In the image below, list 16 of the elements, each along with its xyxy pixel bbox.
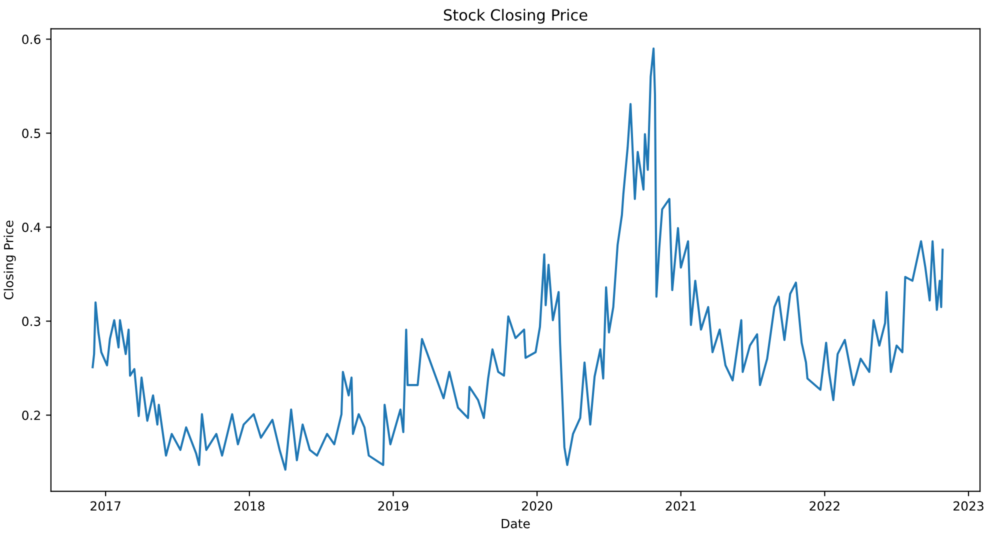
- y-tick-label: 0.5: [22, 128, 40, 138]
- x-tick-label: 2018: [234, 501, 264, 511]
- x-tick-label: 2023: [954, 501, 984, 511]
- y-axis-title: Closing Price: [4, 220, 16, 300]
- line-series: [92, 48, 944, 471]
- y-tick-label: 0.4: [22, 222, 41, 232]
- x-tick-label: 2019: [378, 501, 408, 511]
- chart-title: Stock Closing Price: [444, 8, 588, 24]
- x-tick-label: 2021: [666, 501, 696, 511]
- y-tick-label: 0.6: [22, 34, 40, 44]
- x-axis-title: Date: [502, 519, 530, 528]
- x-tick-label: 2017: [90, 501, 120, 511]
- y-tick-label: 0.3: [22, 316, 40, 326]
- x-tick-label: 2020: [522, 501, 552, 511]
- x-tick-label: 2022: [810, 501, 840, 511]
- y-tick-label: 0.2: [22, 410, 40, 420]
